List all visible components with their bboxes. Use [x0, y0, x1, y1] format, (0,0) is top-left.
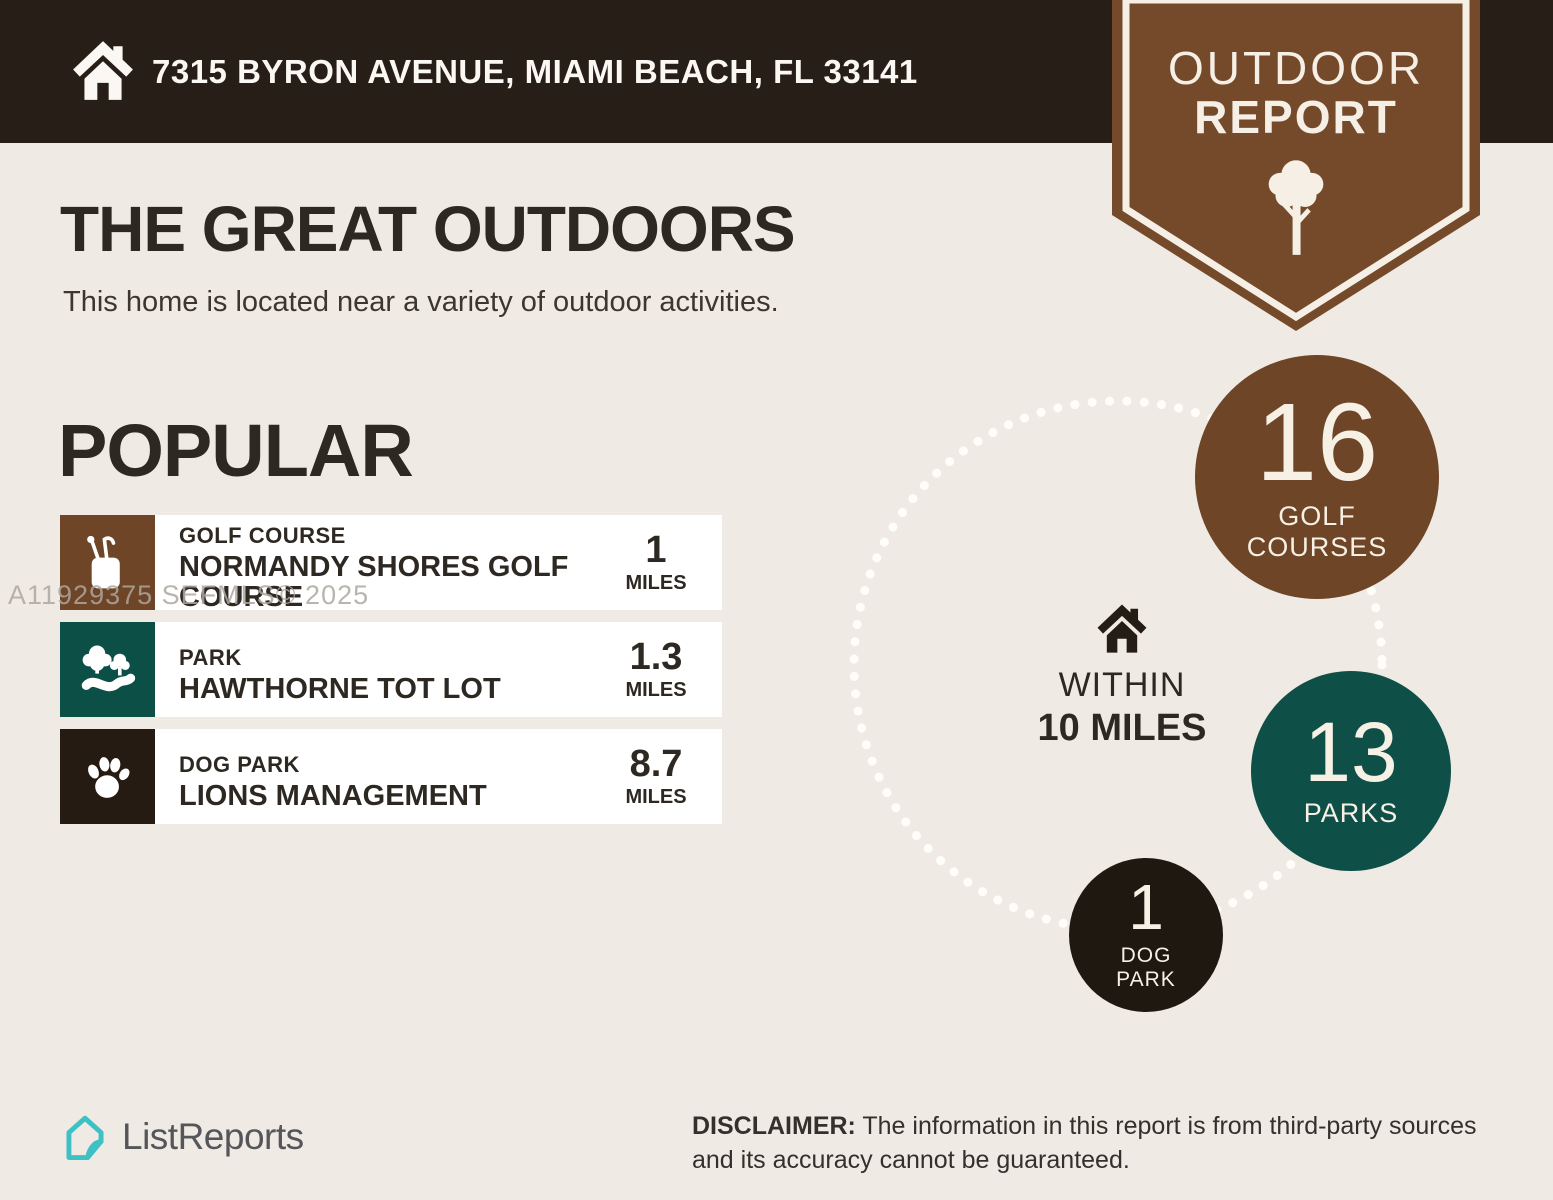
list-item-body: DOG PARK LIONS MANAGEMENT: [155, 729, 487, 824]
disclaimer-text: DISCLAIMER: The information in this repo…: [692, 1110, 1522, 1178]
list-item-body: GOLF COURSE NORMANDY SHORES GOLF COURSE: [155, 515, 595, 613]
disclaimer-label: DISCLAIMER:: [692, 1112, 856, 1140]
dog-park-tile: [60, 729, 155, 824]
outdoor-report-badge: OUTDOOR REPORT: [1112, 0, 1480, 332]
distance-unit: MILES: [625, 785, 687, 808]
place-name: LIONS MANAGEMENT: [179, 779, 487, 812]
place-distance: 1 MILES: [600, 515, 712, 610]
golf-tile: [60, 515, 155, 610]
mls-watermark: A11929375 SEFMLS© 2025: [8, 580, 370, 610]
popular-places-list: GOLF COURSE NORMANDY SHORES GOLF COURSE …: [60, 515, 722, 836]
dog-park-count: 1: [1128, 871, 1164, 944]
radius-distance-label: 10 MILES: [1037, 707, 1207, 749]
listreports-logo: ListReports: [60, 1110, 304, 1164]
within-label: WITHIN: [1058, 666, 1186, 704]
home-icon: [73, 41, 133, 100]
list-item-dog-park: DOG PARK LIONS MANAGEMENT 8.7 MILES: [60, 729, 722, 824]
paw-icon: [87, 756, 130, 798]
property-address: 7315 BYRON AVENUE, MIAMI BEACH, FL 33141: [152, 52, 918, 90]
dog-park-bubble: 1 DOG PARK: [1069, 858, 1223, 1012]
golf-bag-icon: [86, 535, 120, 588]
brand-name: ListReports: [122, 1116, 304, 1157]
parks-bubble: 13 PARKS: [1251, 671, 1451, 871]
badge-title-line1: OUTDOOR: [1167, 42, 1425, 94]
distance-value: 1: [645, 528, 667, 571]
list-item-body: PARK HAWTHORNE TOT LOT: [155, 622, 501, 717]
place-name: NORMANDY SHORES GOLF COURSE: [179, 550, 569, 613]
page-title: THE GREAT OUTDOORS: [60, 193, 796, 265]
list-item-golf-course: GOLF COURSE NORMANDY SHORES GOLF COURSE …: [60, 515, 722, 613]
park-tile: [60, 622, 155, 717]
place-distance: 8.7 MILES: [600, 729, 712, 824]
place-distance: 1.3 MILES: [600, 622, 712, 717]
place-name: HAWTHORNE TOT LOT: [179, 672, 501, 705]
listreports-logo-icon: [66, 1115, 104, 1160]
disclaimer-body: The information in this report is from t…: [692, 1112, 1477, 1174]
list-item-park: PARK HAWTHORNE TOT LOT 1.3 MILES: [60, 622, 722, 717]
popular-heading: POPULAR: [58, 409, 414, 492]
place-category: GOLF COURSE: [179, 522, 346, 548]
place-category: DOG PARK: [179, 751, 300, 777]
home-icon-small: [1097, 604, 1147, 653]
golf-courses-bubble: 16 GOLF COURSES: [1195, 355, 1439, 599]
place-category: PARK: [179, 644, 242, 670]
park-icon: [81, 645, 135, 691]
distance-unit: MILES: [625, 678, 687, 701]
badge-title: OUTDOOR REPORT: [1112, 44, 1480, 142]
distance-value: 1.3: [629, 635, 683, 678]
golf-courses-label: GOLF COURSES: [1246, 501, 1388, 563]
parks-label: PARKS: [1303, 798, 1399, 829]
badge-title-line2: REPORT: [1194, 90, 1398, 143]
dog-park-label: DOG PARK: [1116, 944, 1176, 992]
golf-courses-count: 16: [1255, 380, 1379, 504]
page-subtitle: This home is located near a variety of o…: [63, 286, 779, 318]
tree-icon: [1268, 160, 1324, 255]
distance-value: 8.7: [629, 742, 683, 785]
distance-unit: MILES: [625, 571, 687, 594]
within-radius-label: WITHIN 10 MILES: [1022, 600, 1222, 750]
parks-count: 13: [1304, 704, 1398, 799]
